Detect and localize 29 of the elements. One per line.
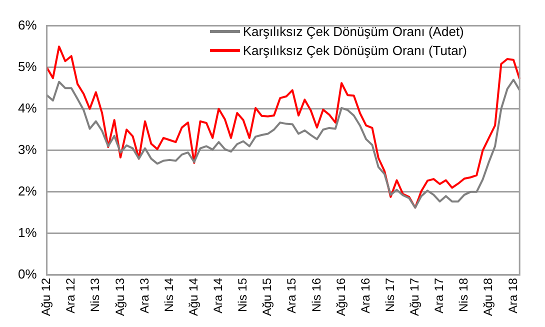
x-tick-label: Ara 18 bbox=[506, 278, 520, 314]
x-tick-label: Ağu 18 bbox=[481, 278, 496, 316]
y-tick-label: 2% bbox=[18, 183, 38, 198]
x-tick-label: Ağu 16 bbox=[334, 278, 348, 316]
x-tick-label: Nis 16 bbox=[309, 278, 324, 312]
y-tick-label: 6% bbox=[18, 17, 38, 32]
x-tick-label: Nis 15 bbox=[236, 278, 250, 312]
x-tick-label: Ara 15 bbox=[284, 278, 299, 314]
x-tick-label: Ağu 17 bbox=[408, 278, 422, 316]
x-tick-label: Ağu 13 bbox=[112, 278, 127, 316]
x-tick-label: Ara 17 bbox=[432, 278, 446, 314]
x-tick-label: Ara 16 bbox=[358, 278, 372, 314]
x-tick-label: Ağu 12 bbox=[39, 278, 54, 316]
y-tick-label: 0% bbox=[18, 266, 38, 282]
x-tick-label: Ağu 14 bbox=[186, 278, 200, 316]
x-tick-label: Nis 17 bbox=[382, 278, 397, 312]
y-tick-label: 3% bbox=[18, 142, 38, 157]
y-tick-label: 1% bbox=[18, 225, 38, 240]
x-tick-label: Ara 14 bbox=[211, 278, 226, 314]
y-tick-label: 4% bbox=[18, 100, 38, 116]
legend-label: Karşılıksız Çek Dönüşüm Oranı (Adet) bbox=[242, 24, 464, 39]
x-tick-label: Ara 13 bbox=[137, 278, 152, 314]
x-tick-label: Nis 13 bbox=[88, 278, 102, 312]
x-tick-label: Nis 18 bbox=[456, 278, 471, 312]
legend-label: Karşılıksız Çek Dönüşüm Oranı (Tutar) bbox=[242, 43, 467, 58]
x-tick-label: Nis 14 bbox=[162, 278, 176, 312]
x-tick-label: Ara 12 bbox=[64, 278, 78, 314]
x-tick-label: Ağu 15 bbox=[260, 278, 274, 316]
y-tick-label: 5% bbox=[18, 58, 38, 74]
